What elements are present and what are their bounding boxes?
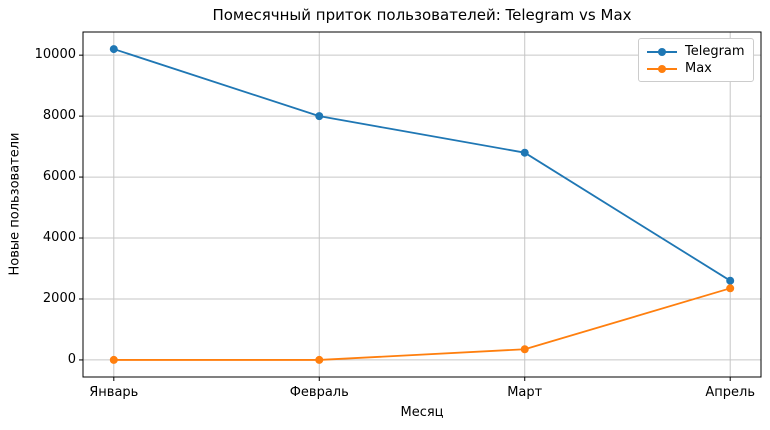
legend-entry-telegram: Telegram bbox=[647, 43, 745, 60]
chart-title: Помесячный приток пользователей: Telegra… bbox=[212, 6, 632, 24]
legend-sample bbox=[647, 64, 677, 74]
x-tick-label: Март bbox=[507, 385, 543, 400]
legend: Telegram Max bbox=[638, 38, 754, 82]
y-tick-label: 6000 bbox=[42, 169, 76, 185]
y-tick-label: 2000 bbox=[42, 290, 76, 306]
x-tick-label: Апрель bbox=[705, 385, 755, 400]
legend-marker-dot bbox=[658, 47, 666, 56]
legend-label: Max bbox=[685, 61, 712, 76]
y-tick-label: 10000 bbox=[34, 47, 76, 63]
y-tick-label: 8000 bbox=[42, 108, 76, 124]
legend-entry-max: Max bbox=[647, 60, 745, 77]
y-tick-label: 0 bbox=[67, 351, 76, 367]
x-axis-label: Месяц bbox=[400, 405, 444, 420]
x-tick-label: Январь bbox=[89, 385, 139, 400]
x-tick-label: Февраль bbox=[289, 385, 349, 400]
legend-label: Telegram bbox=[685, 44, 745, 59]
legend-sample bbox=[647, 47, 677, 57]
y-axis-label: Новые пользователи bbox=[7, 132, 23, 276]
y-tick-label: 4000 bbox=[42, 230, 76, 246]
legend-marker-dot bbox=[658, 64, 666, 73]
